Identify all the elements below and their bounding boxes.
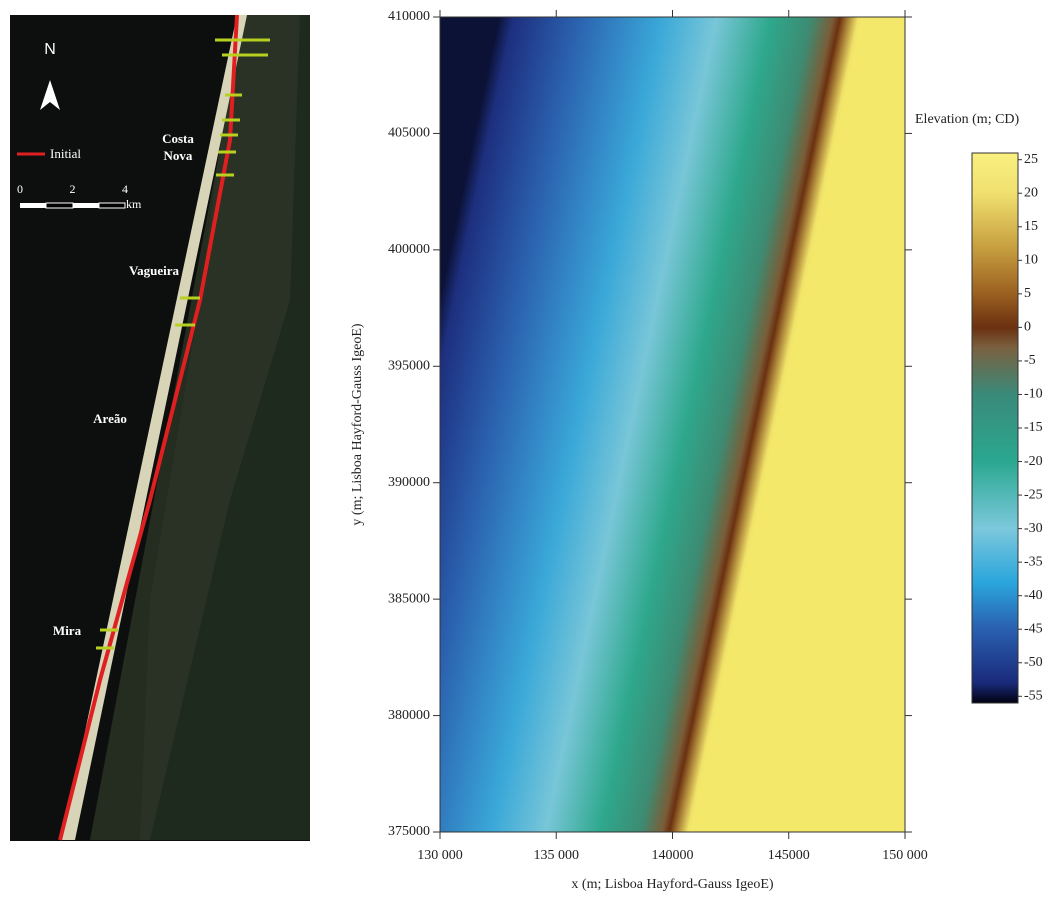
satellite-map	[10, 15, 310, 841]
place-label: Nova	[164, 148, 193, 163]
colorbar-tick-label: -15	[1024, 420, 1043, 435]
scale-tick-label: 2	[70, 182, 76, 196]
scale-unit: km	[126, 197, 142, 211]
colorbar-tick-label: 10	[1024, 253, 1038, 268]
y-tick-label: 375000	[388, 824, 430, 839]
colorbar-tick-label: -40	[1024, 588, 1043, 603]
x-tick-label: 135 000	[534, 848, 580, 863]
colorbar-tick-label: 5	[1024, 286, 1031, 301]
x-axis-label: x (m; Lisboa Hayford-Gauss IgeoE)	[571, 877, 774, 892]
y-tick-label: 405000	[388, 126, 430, 141]
place-label: Vagueira	[129, 263, 180, 278]
colorbar-tick-label: 0	[1024, 320, 1031, 335]
colorbar-tick-label: 15	[1024, 219, 1038, 234]
x-tick-label: 150 000	[882, 848, 928, 863]
y-tick-label: 410000	[388, 9, 430, 24]
x-tick-label: 130 000	[417, 848, 463, 863]
y-tick-label: 400000	[388, 242, 430, 257]
scale-tick-label: 4	[122, 182, 128, 196]
elevation-axes	[440, 17, 905, 832]
colorbar-tick-label: -25	[1024, 487, 1043, 502]
place-label: Mira	[53, 623, 82, 638]
colorbar	[972, 153, 1018, 703]
colorbar-tick-label: -55	[1024, 689, 1043, 704]
figure: N Initial km Costa Nova Vagueira Areão Mira 0…	[0, 0, 1058, 897]
elevation-raster	[440, 17, 905, 832]
north-arrow-label: N	[44, 41, 56, 58]
colorbar-tick-label: -5	[1024, 353, 1036, 368]
x-tick-label: 140000	[652, 848, 694, 863]
y-tick-label: 385000	[388, 591, 430, 606]
legend-label: Initial	[50, 146, 81, 161]
y-axis-label: y (m; Lisboa Hayford-Gauss IgeoE)	[350, 323, 365, 526]
x-tick-label: 145000	[768, 848, 810, 863]
colorbar-tick-label: -10	[1024, 387, 1043, 402]
place-label: Areão	[93, 411, 127, 426]
colorbar-title: Elevation (m; CD)	[915, 112, 1020, 127]
y-tick-label: 390000	[388, 475, 430, 490]
colorbar-tick-label: -30	[1024, 521, 1043, 536]
colorbar-tick-label: -50	[1024, 655, 1043, 670]
y-tick-label: 395000	[388, 359, 430, 374]
colorbar-tick-label: -20	[1024, 454, 1043, 469]
y-tick-label: 380000	[388, 708, 430, 723]
place-label: Costa	[162, 131, 194, 146]
colorbar-tick-label: 25	[1024, 152, 1038, 167]
colorbar-tick-label: -45	[1024, 621, 1043, 636]
scale-tick-label: 0	[17, 182, 23, 196]
colorbar-tick-label: 20	[1024, 185, 1038, 200]
colorbar-tick-label: -35	[1024, 554, 1043, 569]
